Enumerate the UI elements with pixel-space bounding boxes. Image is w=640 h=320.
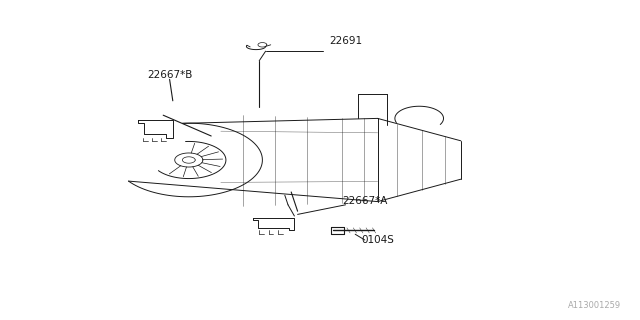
Text: 22691: 22691 — [330, 36, 363, 46]
Text: 0104S: 0104S — [362, 235, 394, 245]
Text: A113001259: A113001259 — [568, 301, 621, 310]
Text: 22667*A: 22667*A — [342, 196, 388, 206]
Text: 22667*B: 22667*B — [147, 70, 193, 80]
